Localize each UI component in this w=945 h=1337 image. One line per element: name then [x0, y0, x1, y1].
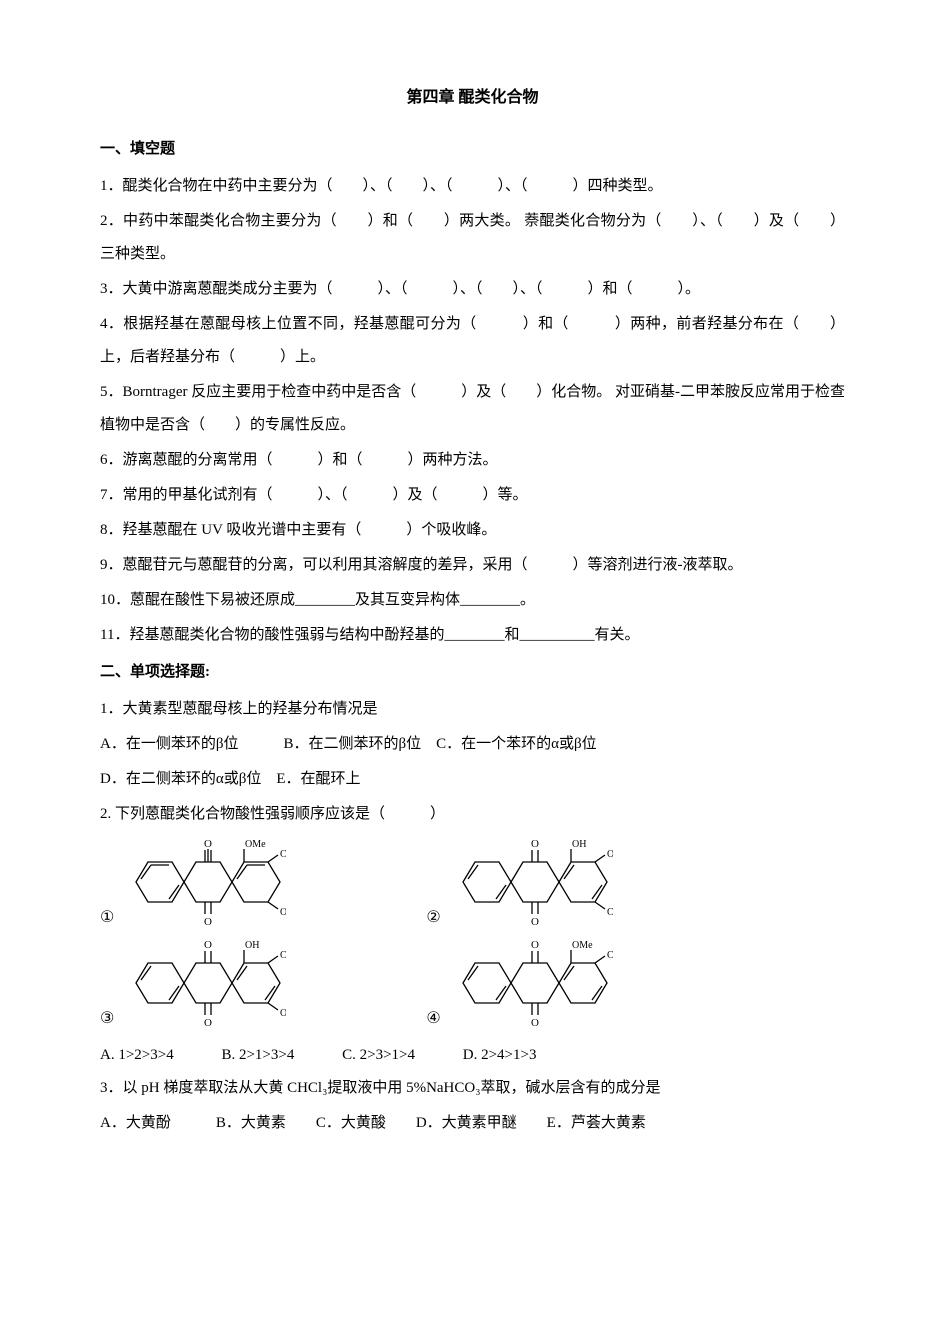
chem-cell-3: ③ O O OH CH₂OH OH [100, 938, 286, 1033]
chem-row-2: ③ O O OH CH₂OH OH ④ [100, 938, 845, 1033]
svg-text:O: O [204, 1017, 212, 1029]
fill-q8: 8．羟基蒽醌在 UV 吸收光谱中主要有（ ）个吸收峰。 [100, 514, 845, 547]
svg-text:O: O [531, 939, 539, 951]
mc-q1-opts-2: D．在二侧苯环的α或β位 E．在醌环上 [100, 763, 845, 796]
svg-text:CHO: CHO [607, 950, 613, 961]
svg-text:COOH: COOH [607, 907, 613, 918]
svg-text:O: O [204, 838, 212, 850]
fill-q10: 10．蒽醌在酸性下易被还原成________及其互变异构体________。 [100, 584, 845, 617]
svg-text:CH₂OH: CH₂OH [280, 950, 286, 961]
opt-b: B. 2>1>3>4 [221, 1047, 294, 1063]
svg-text:OH: OH [607, 849, 613, 860]
chem-cell-4: ④ O O OMe CHO [426, 938, 612, 1033]
svg-text:CH₂OH: CH₂OH [280, 849, 286, 860]
svg-text:OMe: OMe [572, 940, 593, 951]
chem-structure-4: O O OMe CHO [453, 938, 613, 1033]
svg-text:O: O [531, 838, 539, 850]
fill-q6: 6．游离蒽醌的分离常用（ ）和（ ）两种方法。 [100, 444, 845, 477]
fill-q2: 2．中药中苯醌类化合物主要分为（ ）和（ ）两大类。 萘醌类化合物分为（ ）、（… [100, 205, 845, 271]
chem-structure-3: O O OH CH₂OH OH [126, 938, 286, 1033]
chem-structure-2: O O OH OH COOH [453, 837, 613, 932]
svg-text:O: O [531, 1017, 539, 1029]
fill-q1: 1．醌类化合物在中药中主要分为（ ）、（ ）、（ ）、（ ）四种类型。 [100, 170, 845, 203]
section-2-heading: 二、单项选择题: [100, 656, 845, 689]
opt-d: D. 2>4>1>3 [463, 1047, 537, 1063]
svg-text:OH: OH [245, 940, 259, 951]
svg-text:OH: OH [572, 839, 586, 850]
mc-q1-opts-1: A．在一侧苯环的β位 B．在二侧苯环的β位 C．在一个苯环的α或β位 [100, 728, 845, 761]
mc-q1-stem: 1．大黄素型蒽醌母核上的羟基分布情况是 [100, 693, 845, 726]
chem-cell-1: ① [100, 837, 286, 932]
chem-label-1: ① [100, 910, 114, 932]
mc-q3-opts: A．大黄酚 B．大黄素 C．大黄酸 D．大黄素甲醚 E．芦荟大黄素 [100, 1107, 845, 1140]
opt-a: A. 1>2>3>4 [100, 1047, 174, 1063]
svg-text:OMe: OMe [245, 839, 266, 850]
chem-label-4: ④ [426, 1011, 440, 1033]
chem-label-3: ③ [100, 1011, 114, 1033]
svg-text:O: O [531, 916, 539, 928]
mc-q3-stem: 3．以 pH 梯度萃取法从大黄 CHCl₃提取液中用 5%NaHCO₃萃取，碱水… [100, 1072, 845, 1105]
chem-row-1: ① [100, 837, 845, 932]
chem-structure-1: O O OMe CH₂OH OH [126, 837, 286, 932]
fill-q4: 4．根据羟基在蒽醌母核上位置不同，羟基蒽醌可分为（ ）和（ ）两种，前者羟基分布… [100, 308, 845, 374]
chem-label-2: ② [426, 910, 440, 932]
fill-q3: 3．大黄中游离蒽醌类成分主要为（ ）、（ ）、（ ）、（ ）和（ ）。 [100, 273, 845, 306]
fill-q9: 9．蒽醌苷元与蒽醌苷的分离，可以利用其溶解度的差异，采用（ ）等溶剂进行液-液萃… [100, 549, 845, 582]
chem-cell-2: ② O O OH OH COOH [426, 837, 612, 932]
svg-text:OH: OH [280, 907, 286, 918]
mc-q2-answers: A. 1>2>3>4 B. 2>1>3>4 C. 2>3>1>4 D. 2>4>… [100, 1039, 845, 1072]
fill-q5: 5．Borntrager 反应主要用于检查中药中是否含（ ）及（ ）化合物。 对… [100, 376, 845, 442]
svg-text:O: O [204, 939, 212, 951]
fill-q11: 11．羟基蒽醌类化合物的酸性强弱与结构中酚羟基的________和_______… [100, 619, 845, 652]
mc-q2-stem: 2. 下列蒽醌类化合物酸性强弱顺序应该是（ ） [100, 798, 845, 831]
svg-text:O: O [204, 916, 212, 928]
opt-c: C. 2>3>1>4 [342, 1047, 415, 1063]
page-title: 第四章 醌类化合物 [100, 80, 845, 115]
fill-q7: 7．常用的甲基化试剂有（ ）、（ ）及（ ）等。 [100, 479, 845, 512]
svg-text:OH: OH [280, 1008, 286, 1019]
section-1-heading: 一、填空题 [100, 133, 845, 166]
